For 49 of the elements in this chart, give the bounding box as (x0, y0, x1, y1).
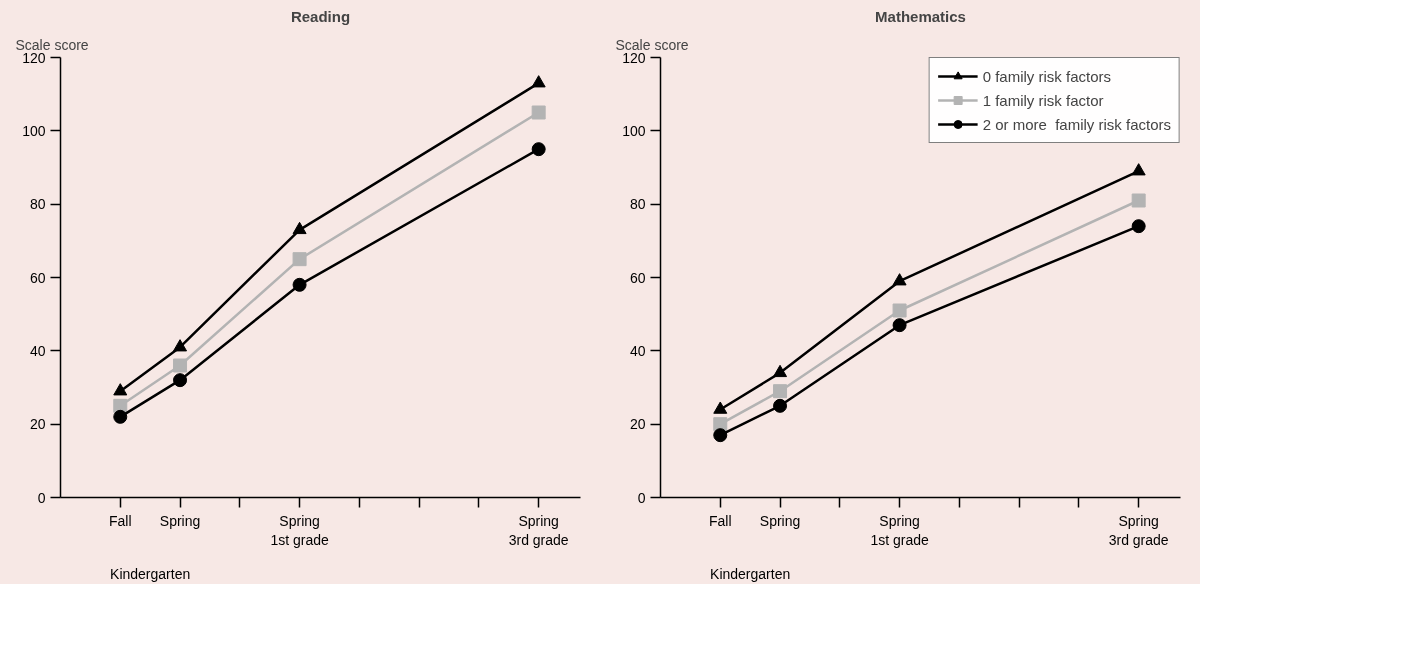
y-tick-label: 80 (629, 196, 646, 213)
point (113, 383, 128, 396)
point (713, 428, 728, 443)
y-tick-label: 100 (22, 122, 46, 139)
x-tick-label: Spring 1st grade (870, 512, 929, 548)
point (892, 303, 907, 318)
point (713, 401, 728, 414)
y-tick-label: 60 (629, 269, 646, 286)
point (1131, 219, 1146, 234)
chart-title: Reading (290, 7, 351, 25)
y-tick-label: 40 (29, 342, 46, 359)
y-tick-label: 100 (622, 122, 646, 139)
point (292, 277, 307, 292)
x-tick-label: Spring 3rd grade (508, 512, 569, 548)
point (531, 75, 546, 88)
point (292, 252, 307, 267)
point (292, 221, 307, 235)
point (892, 318, 907, 333)
y-tick-label: 40 (629, 342, 646, 359)
legend-label: 2 or more family risk factors (982, 115, 1171, 133)
y-tick-label: 0 (637, 489, 646, 506)
point (173, 358, 188, 373)
point (173, 373, 188, 388)
point (773, 364, 788, 378)
point (773, 384, 788, 399)
x-tick-label: Fall (108, 512, 132, 529)
point (531, 105, 546, 120)
y-tick-label: 20 (629, 416, 646, 433)
y-tick-label: 0 (37, 489, 46, 506)
x-tick-label: Spring (759, 512, 801, 529)
chart-title: Mathematics (875, 7, 966, 25)
x-tick-label: Fall (708, 512, 732, 529)
point (531, 142, 546, 157)
x-tick-label: Spring 3rd grade (1108, 512, 1169, 548)
point (773, 398, 788, 413)
point (173, 339, 188, 352)
y-tick-label: 60 (29, 269, 46, 286)
text: Kindergarten (710, 565, 791, 582)
legend-label: 1 family risk factor (982, 91, 1104, 109)
text: Kindergarten (110, 565, 191, 582)
point (892, 273, 907, 286)
x-tick-label: Spring (159, 512, 201, 529)
y-tick-label: 20 (29, 416, 46, 433)
y-tick-label: 80 (29, 196, 46, 213)
x-tick-label: Spring 1st grade (270, 512, 329, 548)
point (113, 409, 128, 424)
point (1131, 193, 1146, 208)
legend-label: 0 family risk factors (982, 67, 1111, 85)
point (1131, 163, 1146, 176)
